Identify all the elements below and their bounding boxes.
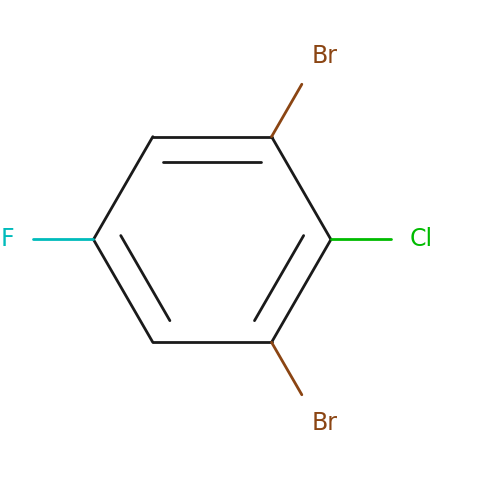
Text: Br: Br [311, 44, 337, 68]
Text: Cl: Cl [410, 228, 433, 251]
Text: Br: Br [311, 411, 337, 435]
Text: F: F [0, 228, 14, 251]
